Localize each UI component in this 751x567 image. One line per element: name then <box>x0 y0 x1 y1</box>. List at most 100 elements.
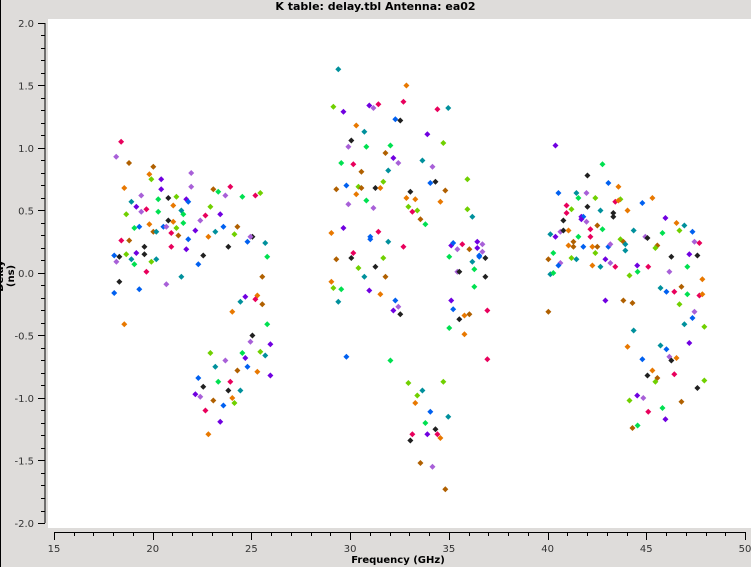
data-point <box>689 228 696 235</box>
data-point <box>652 245 659 251</box>
data-point <box>116 278 123 285</box>
data-point <box>461 331 468 338</box>
data-point <box>666 268 673 275</box>
data-point <box>207 350 214 356</box>
data-point <box>333 186 340 193</box>
data-point <box>222 192 229 199</box>
data-point <box>676 227 683 234</box>
data-point <box>456 268 463 275</box>
data-point <box>367 236 374 243</box>
data-point <box>414 207 421 214</box>
data-point <box>262 352 269 359</box>
data-point <box>355 265 362 271</box>
data-point <box>170 202 177 209</box>
data-point <box>358 185 365 191</box>
data-point <box>563 210 570 216</box>
data-point <box>111 252 118 259</box>
data-point <box>545 256 552 263</box>
x-tick-label: 30 <box>344 544 357 555</box>
data-point <box>560 217 567 224</box>
data-point <box>620 297 627 304</box>
data-point <box>197 217 204 224</box>
data-point <box>445 105 452 111</box>
data-point <box>630 327 637 334</box>
data-point <box>671 288 678 295</box>
data-point <box>589 243 596 250</box>
data-point <box>372 263 379 270</box>
data-point <box>427 180 434 186</box>
data-point <box>353 122 360 129</box>
data-point <box>400 98 407 105</box>
data-point <box>681 321 688 328</box>
data-point <box>168 243 175 250</box>
data-point <box>212 228 219 235</box>
data-point <box>412 400 419 406</box>
data-point <box>597 263 604 270</box>
data-point <box>407 437 414 444</box>
data-point <box>141 251 148 258</box>
data-point <box>560 227 567 234</box>
data-point <box>437 198 444 205</box>
x-tick-label: 50 <box>739 544 751 555</box>
data-point <box>678 398 685 405</box>
data-point <box>215 378 222 385</box>
data-point <box>594 243 601 250</box>
data-point <box>644 372 651 379</box>
data-point <box>547 231 554 238</box>
data-point <box>215 188 222 195</box>
data-point <box>602 297 609 304</box>
data-point <box>343 182 350 189</box>
data-point <box>592 195 599 201</box>
data-point <box>482 273 489 280</box>
data-point <box>592 250 599 256</box>
data-point <box>629 300 636 306</box>
data-point <box>387 357 394 364</box>
data-point <box>417 216 424 223</box>
data-point <box>385 238 392 245</box>
data-point <box>442 486 449 493</box>
data-point <box>573 256 580 263</box>
data-point <box>146 221 153 228</box>
data-point <box>153 228 160 235</box>
x-tick-label: 25 <box>245 544 258 555</box>
data-point <box>615 197 622 204</box>
data-point <box>694 252 701 259</box>
data-point <box>247 338 254 345</box>
data-point <box>210 186 217 193</box>
data-point <box>432 426 439 433</box>
data-point <box>195 261 202 268</box>
data-point <box>645 263 652 270</box>
data-point <box>377 291 384 298</box>
data-point <box>397 311 404 318</box>
data-point <box>143 206 150 213</box>
data-point <box>113 258 120 265</box>
data-point <box>686 251 693 258</box>
data-point <box>370 205 377 211</box>
y-tick-label: -2.0 <box>14 519 34 530</box>
data-point <box>192 227 199 234</box>
data-point <box>599 161 606 168</box>
data-point <box>392 116 399 123</box>
data-point <box>461 312 468 319</box>
data-point <box>484 307 491 314</box>
data-point <box>545 308 552 315</box>
data-point <box>148 258 155 265</box>
data-point <box>231 231 238 238</box>
data-point <box>183 246 190 253</box>
data-point <box>446 253 453 260</box>
y-tick-label: -1.0 <box>14 394 34 405</box>
data-point <box>259 273 266 280</box>
data-point <box>165 217 172 224</box>
data-point <box>610 210 617 216</box>
data-point <box>466 311 473 318</box>
data-point <box>429 463 436 470</box>
data-point <box>626 397 633 404</box>
data-point <box>550 250 557 256</box>
y-tick-label: 1.0 <box>18 144 34 155</box>
data-point <box>123 251 130 258</box>
data-point <box>573 190 580 196</box>
data-point <box>615 183 622 190</box>
data-point <box>691 308 698 315</box>
data-point <box>583 218 590 225</box>
